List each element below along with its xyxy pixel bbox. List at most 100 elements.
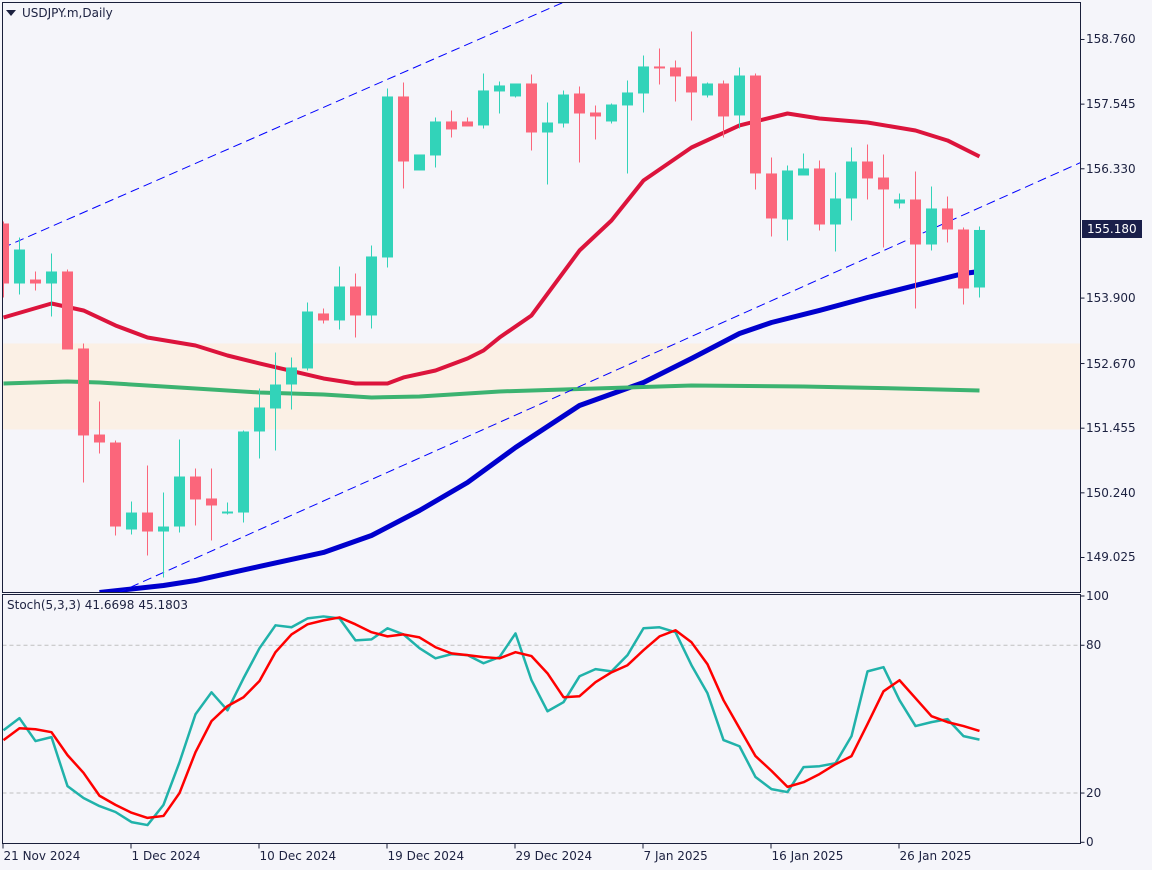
candle-body xyxy=(846,161,857,199)
candle-body xyxy=(654,66,665,69)
bearish-candle xyxy=(862,144,873,200)
candle-body xyxy=(78,348,89,436)
bearish-candle xyxy=(78,343,89,483)
main-panel-border xyxy=(2,2,1081,593)
candle-body xyxy=(734,75,745,116)
candle-body xyxy=(30,279,41,284)
candle-body xyxy=(350,286,361,316)
candle-body xyxy=(126,512,137,530)
candle-body xyxy=(766,173,777,219)
date-axis-label: 26 Jan 2025 xyxy=(899,849,972,863)
stoch-axis-label: 80 xyxy=(1086,638,1102,653)
candle-body xyxy=(222,511,233,514)
bearish-candle xyxy=(654,48,665,85)
bearish-candle xyxy=(958,227,969,305)
bullish-candle xyxy=(270,352,281,451)
stoch-k-line xyxy=(2,615,980,827)
candle-body xyxy=(526,83,537,133)
bearish-candle xyxy=(110,440,121,536)
bearish-candle xyxy=(942,196,953,243)
candle-body xyxy=(142,512,153,532)
candle-body xyxy=(430,121,441,156)
bearish-candle xyxy=(766,157,777,237)
candle-body xyxy=(638,66,649,94)
bearish-candle xyxy=(94,401,105,454)
candle-body xyxy=(686,76,697,93)
date-axis-label: 21 Nov 2024 xyxy=(3,849,81,863)
bearish-candle xyxy=(462,117,473,127)
bullish-candle xyxy=(14,237,25,295)
bearish-candle xyxy=(62,269,73,350)
candle-body xyxy=(718,83,729,117)
bullish-candle xyxy=(702,82,713,98)
candle-body xyxy=(782,170,793,220)
candle-body xyxy=(558,94,569,124)
date-axis-label: 16 Jan 2025 xyxy=(771,849,844,863)
candle-body xyxy=(958,229,969,289)
bullish-candle xyxy=(494,81,505,114)
bearish-candle xyxy=(910,171,921,309)
candle-body xyxy=(942,208,953,230)
bullish-candle xyxy=(158,492,169,578)
candle-body xyxy=(382,96,393,258)
bearish-candle xyxy=(574,86,585,163)
bullish-candle xyxy=(558,90,569,128)
candle-body xyxy=(206,498,217,506)
bearish-candle xyxy=(718,80,729,138)
price-axis-label: 156.330 xyxy=(1086,161,1136,176)
candle-body xyxy=(46,271,57,284)
bearish-candle xyxy=(670,60,681,102)
bullish-candle xyxy=(894,193,905,209)
trend-channel xyxy=(2,2,1081,593)
triangle-down-icon[interactable] xyxy=(6,10,16,16)
bearish-candle xyxy=(686,31,697,121)
current-price-tag: 155.180 xyxy=(1082,220,1142,238)
candle-body xyxy=(318,313,329,321)
stoch-k-value: 41.6698 xyxy=(84,598,135,612)
candle-body xyxy=(238,431,249,513)
stoch-panel-border xyxy=(2,594,1081,844)
bullish-candle xyxy=(974,226,985,298)
price-axis-label: 158.760 xyxy=(1086,32,1136,47)
candle-body xyxy=(830,198,841,225)
candle-body xyxy=(110,442,121,527)
bullish-candle xyxy=(238,430,249,523)
bearish-candle xyxy=(142,465,153,556)
price-axis-label: 157.545 xyxy=(1086,97,1136,112)
date-axis-label: 10 Dec 2024 xyxy=(259,849,337,863)
bearish-candle xyxy=(398,82,409,189)
ma-red-line xyxy=(2,111,981,386)
candle-body xyxy=(670,67,681,77)
stochastic-lines xyxy=(2,615,1081,827)
bearish-candle xyxy=(814,160,825,231)
candle-body xyxy=(2,223,9,284)
bearish-candle xyxy=(446,110,457,138)
symbol-header[interactable]: USDJPY.m,Daily xyxy=(6,6,113,20)
date-axis-label: 19 Dec 2024 xyxy=(387,849,465,863)
bearish-candle xyxy=(526,74,537,151)
price-axis-label: 151.455 xyxy=(1086,421,1136,436)
bearish-candle xyxy=(350,273,361,338)
bearish-candle xyxy=(590,105,601,140)
candle-body xyxy=(158,526,169,532)
candle-body xyxy=(62,271,73,350)
ma-green-line xyxy=(3,379,980,400)
bearish-candle xyxy=(318,308,329,324)
candle-body xyxy=(542,122,553,133)
bullish-candle xyxy=(542,102,553,185)
candle-body xyxy=(94,434,105,443)
bullish-candle xyxy=(510,83,521,98)
candle-body xyxy=(270,384,281,409)
bearish-candle xyxy=(750,73,761,190)
date-axis-label: 29 Dec 2024 xyxy=(515,849,593,863)
candle-body xyxy=(366,256,377,316)
candles xyxy=(2,31,985,578)
stoch-d-line xyxy=(2,616,980,820)
bearish-candle xyxy=(206,468,217,541)
candle-body xyxy=(926,208,937,245)
price-axis-label: 153.900 xyxy=(1086,291,1136,306)
axes xyxy=(2,2,1085,849)
bullish-candle xyxy=(830,172,841,252)
bearish-candle xyxy=(2,221,9,298)
